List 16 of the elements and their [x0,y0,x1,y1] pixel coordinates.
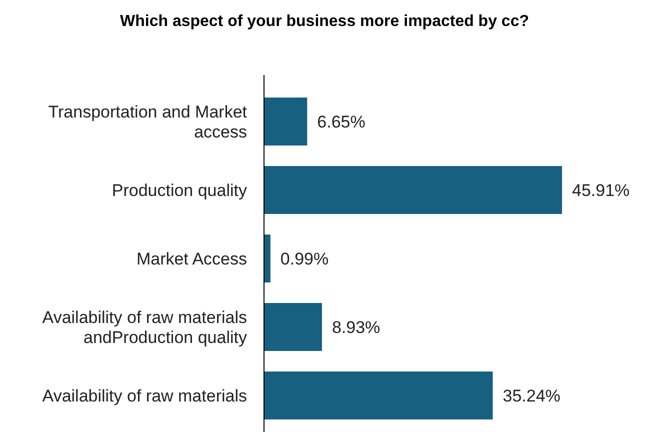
bar [264,98,308,146]
y-tick-label: Availability of raw materials [42,386,247,406]
y-tick-label: Transportation and Market access [48,102,248,142]
data-label: 35.24% [502,386,560,406]
bar [264,372,493,420]
y-tick-label: Production quality [112,180,248,200]
data-label: 6.65% [317,112,366,132]
bar [264,166,562,214]
y-tick-label: Availability of raw materials andProduction quality [42,308,248,347]
chart-title: Which aspect of your business more impacted by cc? [120,13,529,30]
bar [264,234,270,282]
bar [264,303,322,351]
data-label: 45.91% [572,180,630,200]
y-tick-label: Market Access [136,249,247,268]
data-label: 0.99% [280,249,329,268]
data-label: 8.93% [332,318,380,337]
